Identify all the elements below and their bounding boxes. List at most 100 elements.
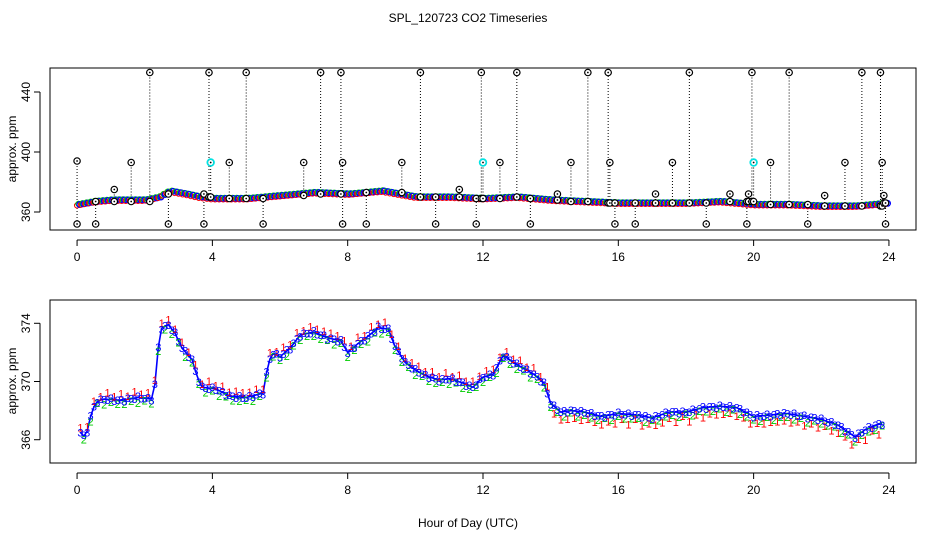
spike-endpoint-center — [515, 196, 518, 198]
series-3-marker: 3 — [409, 363, 415, 375]
series-2-marker: 2 — [548, 402, 554, 414]
series-3-marker: 3 — [483, 372, 489, 384]
series-2-marker: 2 — [839, 428, 845, 440]
series-3-marker: 3 — [828, 416, 834, 428]
series-3-marker: 3 — [544, 388, 550, 400]
series-3-marker: 3 — [159, 325, 165, 337]
series-2-marker: 2 — [541, 383, 547, 395]
series-3-marker: 3 — [331, 334, 337, 346]
series-3-marker: 3 — [125, 393, 131, 405]
spike-endpoint-center — [671, 161, 674, 164]
series-3-marker: 3 — [622, 410, 628, 422]
series-3-marker: 3 — [507, 355, 513, 367]
series-1-marker: 1 — [247, 387, 253, 399]
series-2-marker: 2 — [859, 430, 865, 442]
spike-endpoint-center — [302, 161, 305, 164]
spike-endpoint-center — [747, 193, 750, 195]
series-3-marker: 3 — [91, 401, 97, 413]
series-3-marker: 3 — [172, 327, 178, 339]
series-1-marker: 1 — [219, 381, 225, 393]
series-3-marker: 3 — [395, 346, 401, 358]
series-3-marker: 3 — [132, 394, 138, 406]
spike-endpoint-center — [882, 194, 885, 197]
series-3-marker: 3 — [138, 394, 144, 406]
series-2-marker: 2 — [433, 378, 439, 390]
series-2-marker: 2 — [751, 414, 757, 426]
series-1-marker: 1 — [341, 335, 347, 347]
series-3-marker: 3 — [510, 359, 516, 371]
series-3-marker: 3 — [778, 411, 784, 423]
spike-endpoint-center — [434, 196, 437, 198]
spike-endpoint-center — [823, 194, 826, 197]
series-1-marker: 1 — [828, 426, 834, 438]
series-3-marker: 3 — [707, 401, 713, 413]
series-3-marker: 3 — [443, 374, 449, 386]
series-2-marker: 2 — [162, 324, 168, 336]
bottom-y-tick-label: 374 — [19, 313, 33, 333]
series-3-marker: 3 — [446, 374, 452, 386]
series-1-marker: 1 — [152, 375, 158, 387]
series-2-marker: 2 — [385, 327, 391, 339]
bottom-x-tick-label: 20 — [747, 483, 761, 497]
series-2-marker: 2 — [135, 398, 141, 410]
series-1-marker: 1 — [625, 420, 631, 432]
series-2-marker: 2 — [392, 345, 398, 357]
series-2-marker: 2 — [189, 357, 195, 369]
spike-endpoint-center — [94, 223, 97, 225]
series-1-marker: 1 — [443, 367, 449, 379]
series-3-marker: 3 — [862, 425, 868, 437]
series-3-marker: 3 — [720, 402, 726, 414]
series-3-marker: 3 — [101, 395, 107, 407]
spike-endpoint-center — [209, 196, 212, 198]
series-1-marker: 1 — [287, 340, 293, 352]
series-3-marker: 3 — [111, 396, 117, 408]
spike-endpoint-center — [262, 197, 265, 200]
series-2-marker: 2 — [588, 412, 594, 424]
series-2-marker: 2 — [696, 406, 702, 418]
series-2-marker: 2 — [209, 385, 215, 397]
series-3-marker: 3 — [602, 412, 608, 424]
series-3-marker: 3 — [362, 335, 368, 347]
bottom-y-axis-label: approx. ppm — [5, 348, 19, 415]
spike-endpoint-center — [860, 205, 863, 207]
spike-endpoint-center — [400, 191, 403, 194]
series-3-marker: 3 — [554, 405, 560, 417]
series-3-marker: 3 — [531, 369, 537, 381]
spike-endpoint-center — [614, 223, 616, 225]
series-1-marker: 1 — [199, 379, 205, 391]
spike-endpoint-center — [365, 191, 368, 194]
series-3-marker: 3 — [449, 373, 455, 385]
series-1-marker: 1 — [517, 355, 523, 367]
spike-endpoint-center — [879, 71, 882, 74]
series-3-marker: 3 — [88, 411, 94, 423]
series-3-marker: 3 — [551, 400, 557, 412]
spike-endpoint-center — [482, 197, 484, 200]
series-3-marker: 3 — [808, 412, 814, 424]
series-3-marker: 3 — [175, 337, 181, 349]
series-1-marker: 1 — [754, 418, 760, 430]
series-3-marker: 3 — [652, 410, 658, 422]
series-3-marker: 3 — [280, 349, 286, 361]
series-1-marker: 1 — [226, 387, 232, 399]
spike-endpoint-center — [705, 223, 708, 225]
series-3-marker: 3 — [842, 426, 848, 438]
series-3-marker: 3 — [561, 405, 567, 417]
series-3-marker: 3 — [805, 413, 811, 425]
series-3-marker: 3 — [598, 410, 604, 422]
series-1-marker: 1 — [504, 347, 510, 359]
series-3-marker: 3 — [740, 408, 746, 420]
series-2-marker: 2 — [406, 362, 412, 374]
series-1-marker: 1 — [382, 317, 388, 329]
series-3-marker: 3 — [145, 392, 151, 404]
series-3-marker: 3 — [855, 428, 861, 440]
spike-endpoint-center — [769, 203, 772, 206]
series-3-marker: 3 — [429, 372, 435, 384]
series-3-marker: 3 — [456, 377, 462, 389]
series-3-marker: 3 — [575, 408, 581, 420]
series-3-marker: 3 — [314, 329, 320, 341]
baseline-point — [405, 191, 413, 199]
spike-endpoint-center — [570, 200, 572, 203]
series-3-marker: 3 — [605, 409, 611, 421]
series-3-marker: 3 — [767, 411, 773, 423]
series-3-marker: 3 — [798, 411, 804, 423]
